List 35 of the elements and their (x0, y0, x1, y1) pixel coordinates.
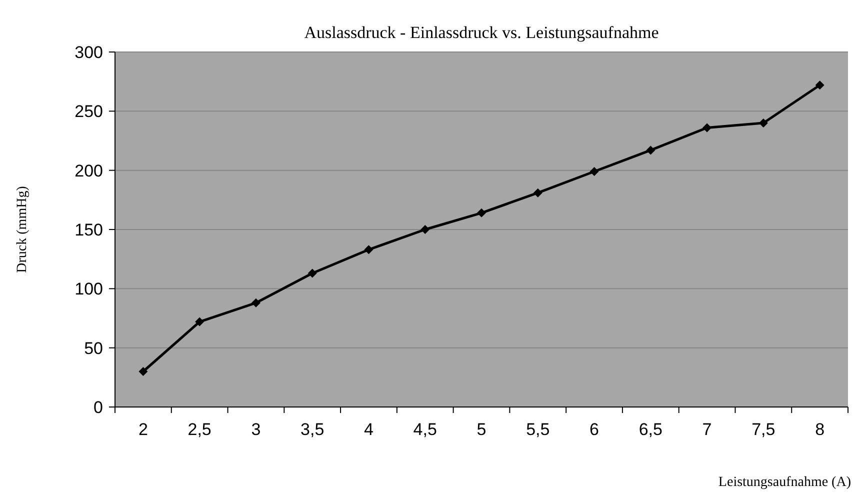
y-tick-label: 300 (74, 42, 103, 62)
chart-title: Auslassdruck - Einlassdruck vs. Leistungsaufnahme (304, 23, 659, 42)
point (138, 367, 148, 376)
x-tick-label: 3 (251, 420, 261, 439)
point (702, 123, 712, 132)
x-axis-title: Leistungsaufnahme (A) (718, 475, 852, 490)
y-tick-label: 200 (74, 161, 103, 180)
x-tick-label: 5,5 (526, 420, 550, 439)
x-tick-label: 2,5 (188, 420, 212, 439)
point (195, 317, 204, 326)
y-tick-label: 50 (84, 338, 103, 358)
x-tick-label: 5 (476, 420, 486, 439)
y-tick-label: 250 (74, 102, 103, 122)
x-tick-label: 7,5 (752, 420, 776, 439)
x-tick-label: 6,5 (638, 420, 662, 439)
point (251, 298, 260, 308)
point (308, 268, 317, 278)
point (364, 245, 374, 254)
point (815, 80, 824, 90)
point (477, 208, 486, 218)
y-tick-label: 150 (74, 220, 103, 240)
y-axis-title: Druck (mmHg) (15, 186, 30, 273)
y-tick-label: 100 (74, 280, 103, 299)
point (590, 167, 599, 176)
x-tick-label: 4 (364, 420, 374, 439)
x-tick-label: 7 (702, 420, 712, 439)
point (533, 188, 542, 198)
x-tick-label: 8 (815, 420, 825, 439)
x-tick-label: 2 (138, 420, 148, 439)
point (420, 225, 430, 234)
point (646, 146, 656, 155)
y-tick-label: 0 (94, 398, 103, 417)
x-tick-label: 4,5 (413, 420, 437, 439)
x-tick-label: 3,5 (300, 420, 324, 439)
x-tick-label: 6 (590, 420, 600, 439)
